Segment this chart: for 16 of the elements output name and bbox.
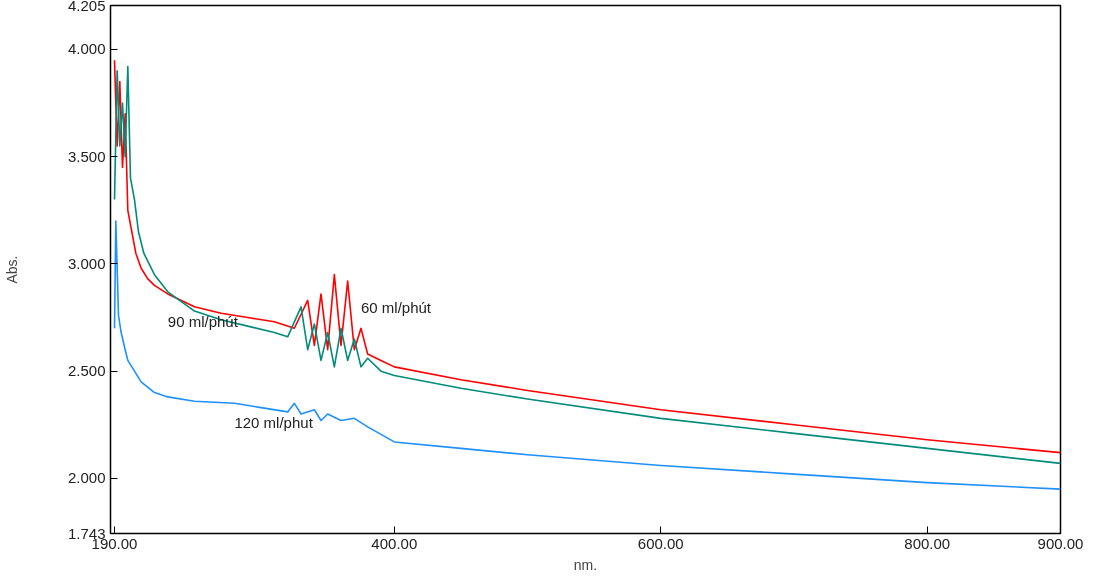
series-label: 90 ml/phút (167, 312, 239, 330)
x-axis-title: nm. (573, 556, 598, 573)
x-tick-label: 900.00 (1037, 534, 1084, 552)
x-tick-label: 400.00 (371, 534, 418, 552)
y-axis-title: Abs. (3, 255, 20, 284)
series-label: 120 ml/phut (234, 414, 314, 432)
y-tick-label: 4.205 (67, 0, 106, 14)
y-tick-label: 2.000 (67, 469, 106, 487)
x-tick-label: 600.00 (637, 534, 684, 552)
line-series (113, 220, 1061, 490)
y-tick-label: 2.500 (67, 362, 106, 380)
series-label: 60 ml/phút (360, 299, 432, 317)
y-tick-label: 4.000 (67, 40, 106, 58)
y-tick-label: 3.000 (67, 254, 106, 272)
x-tick-label: 800.00 (904, 534, 951, 552)
y-tick-label: 3.500 (67, 147, 106, 165)
